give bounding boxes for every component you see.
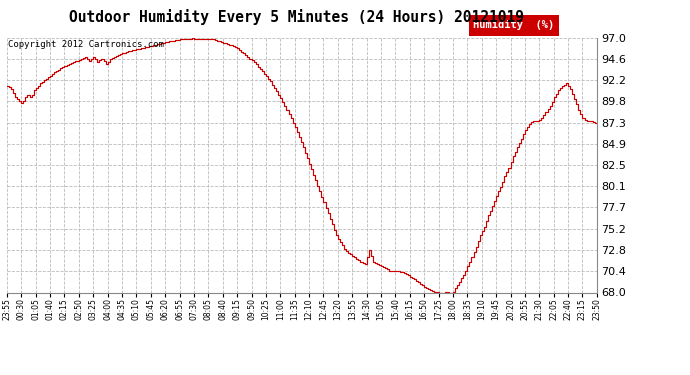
- Text: Copyright 2012 Cartronics.com: Copyright 2012 Cartronics.com: [8, 40, 164, 49]
- Text: Humidity  (%): Humidity (%): [473, 20, 555, 30]
- Text: Outdoor Humidity Every 5 Minutes (24 Hours) 20121019: Outdoor Humidity Every 5 Minutes (24 Hou…: [69, 9, 524, 26]
